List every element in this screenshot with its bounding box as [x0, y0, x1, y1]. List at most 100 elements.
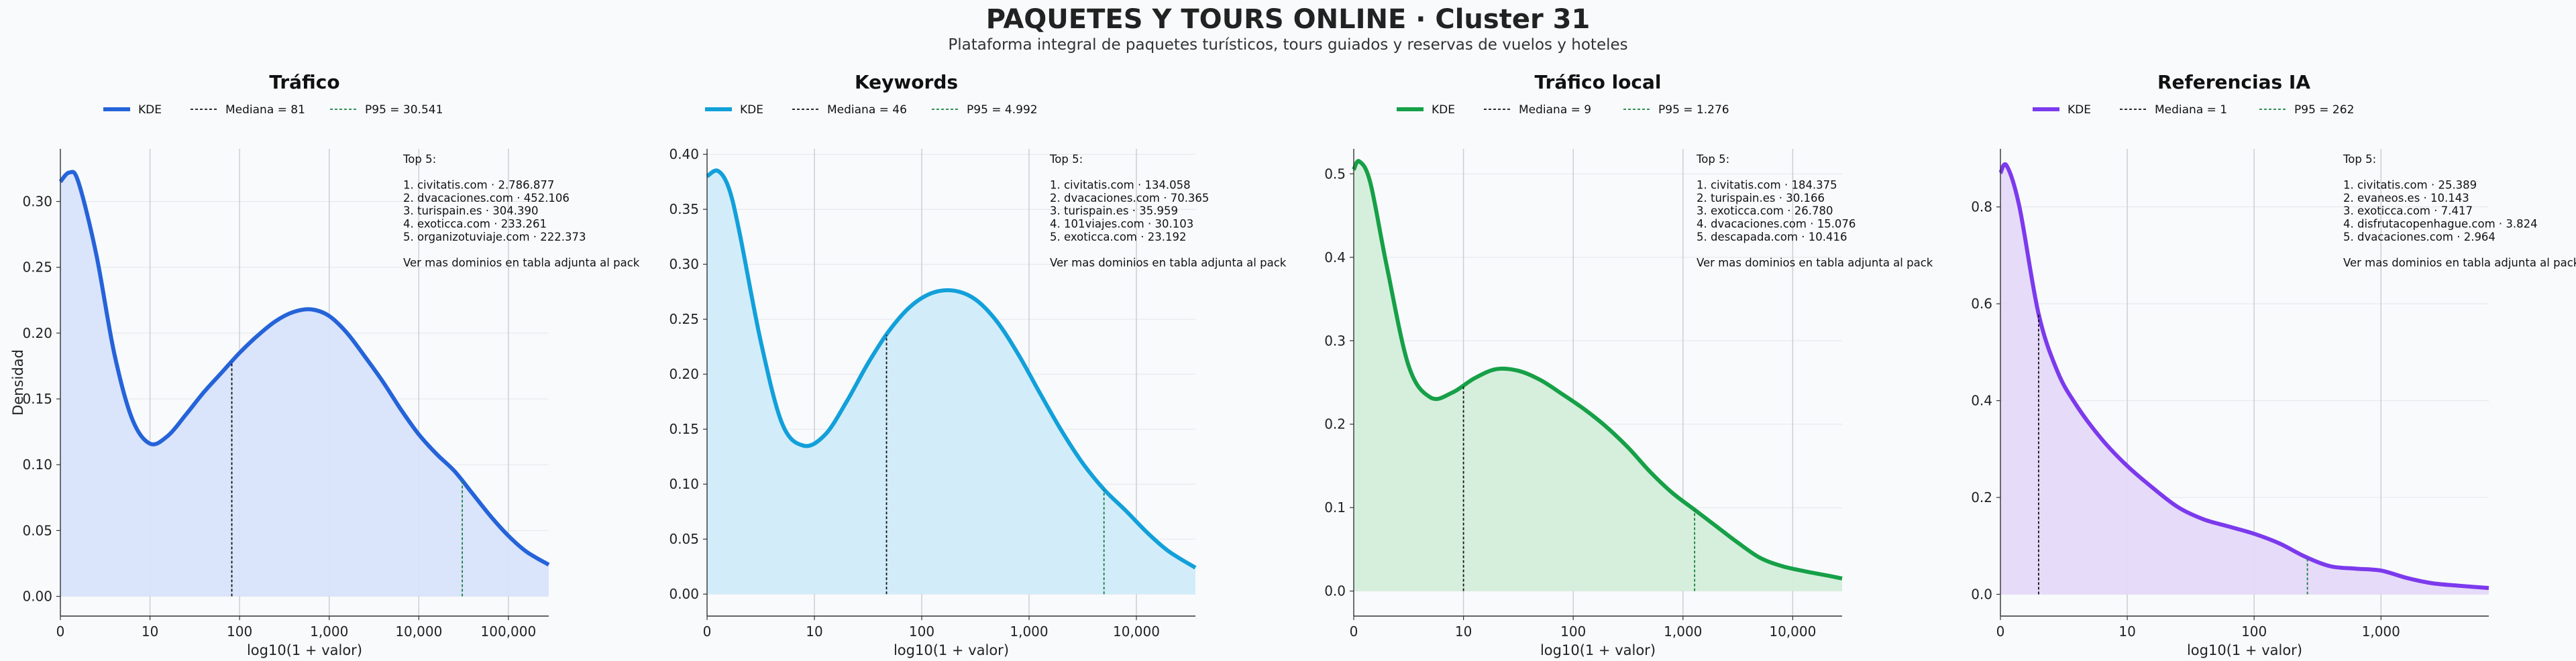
- y-tick-label: 0.00: [669, 586, 699, 602]
- panel-title: Keywords: [855, 71, 958, 93]
- legend-median-label: Mediana = 81: [225, 103, 305, 117]
- legend-p95-label: P95 = 1.276: [1658, 103, 1729, 117]
- annotation-line: 5. exoticca.com · 23.192: [1050, 231, 1186, 243]
- kde-line: [1998, 162, 2489, 591]
- y-tick-label: 0.30: [22, 194, 52, 210]
- legend-median-label: Mediana = 1: [2155, 103, 2227, 117]
- page-subtitle: Plataforma integral de paquetes turístic…: [948, 36, 1628, 54]
- y-tick-label: 0.4: [1324, 249, 1346, 265]
- annotation-line: Top 5:: [1696, 153, 1729, 166]
- x-axis-label: log10(1 + valor): [2187, 642, 2302, 658]
- x-tick-label: 100,000: [481, 623, 537, 640]
- x-tick-label: 10: [142, 623, 158, 640]
- y-tick-label: 0.15: [22, 391, 52, 407]
- annotation-line: 3. exoticca.com · 26.780: [1697, 204, 1833, 217]
- annotation-line: 2. evaneos.es · 10.143: [2343, 192, 2469, 204]
- kde-area: [1354, 161, 1842, 591]
- annotation-line: 3. turispain.es · 304.390: [403, 204, 538, 217]
- y-tick-label: 0.0: [1324, 583, 1346, 599]
- kde-line: [58, 170, 550, 567]
- legend-kde-label: KDE: [1432, 103, 1455, 117]
- annotation-line: 4. exoticca.com · 233.261: [403, 218, 547, 231]
- y-tick-label: 0.2: [1971, 489, 1992, 505]
- legend-kde-label: KDE: [138, 103, 162, 117]
- y-tick-label: 0.0: [1971, 586, 1992, 602]
- annotation-line: 1. civitatis.com · 2.786.877: [403, 179, 554, 192]
- annotation-line: 2. turispain.es · 30.166: [1697, 192, 1825, 204]
- x-tick-label: 100: [909, 623, 934, 640]
- y-tick-label: 0.2: [1324, 416, 1346, 432]
- annotation-line: 5. descapada.com · 10.416: [1697, 231, 1847, 243]
- y-tick-label: 0.20: [669, 366, 699, 382]
- kde-line: [706, 168, 1197, 570]
- y-tick-label: 0.8: [1971, 199, 1992, 215]
- y-tick-label: 0.10: [22, 457, 52, 473]
- y-tick-label: 0.4: [1971, 393, 1992, 409]
- y-tick-label: 0.40: [669, 146, 699, 162]
- x-tick-label: 0: [703, 623, 712, 640]
- kde-area: [707, 170, 1195, 595]
- y-tick-label: 0.35: [669, 201, 699, 217]
- legend-p95-label: P95 = 262: [2294, 103, 2354, 117]
- kde-area: [2000, 164, 2489, 595]
- annotation-line: Ver mas dominios en tabla adjunta al pac…: [2343, 256, 2576, 269]
- x-tick-label: 0: [56, 623, 65, 640]
- legend-p95-label: P95 = 4.992: [967, 103, 1038, 117]
- panel-title: Tráfico: [269, 71, 339, 93]
- chart-panel-4: Referencias IA KDE Mediana = 1 P95 = 262 0.0…: [1971, 71, 2576, 658]
- annotation-line: Top 5:: [2343, 153, 2376, 166]
- x-tick-label: 1,000: [1664, 623, 1702, 640]
- x-tick-label: 1,000: [1010, 623, 1048, 640]
- legend-p95-label: P95 = 30.541: [365, 103, 443, 117]
- y-tick-label: 0.05: [22, 522, 52, 538]
- y-tick-label: 0.5: [1324, 166, 1346, 182]
- x-tick-label: 10: [806, 623, 822, 640]
- y-tick-label: 0.15: [669, 421, 699, 437]
- x-tick-label: 10: [2118, 623, 2135, 640]
- annotation-line: 4. dvacaciones.com · 15.076: [1697, 218, 1856, 231]
- kde-area: [60, 172, 549, 597]
- y-tick-label: 0.30: [669, 256, 699, 272]
- annotation-line: 2. dvacaciones.com · 452.106: [403, 192, 570, 204]
- x-tick-label: 0: [1996, 623, 2005, 640]
- y-axis-label: Densidad: [10, 349, 26, 416]
- annotation-line: 1. civitatis.com · 134.058: [1050, 179, 1191, 192]
- x-tick-label: 10,000: [1769, 623, 1816, 640]
- y-tick-label: 0.25: [669, 311, 699, 327]
- annotation-line: 1. civitatis.com · 25.389: [2343, 179, 2477, 192]
- annotation-line: Top 5:: [402, 153, 436, 166]
- y-tick-label: 0.00: [22, 589, 52, 605]
- legend-median-label: Mediana = 9: [1519, 103, 1591, 117]
- annotation-line: 3. exoticca.com · 7.417: [2343, 204, 2473, 217]
- y-tick-label: 0.6: [1971, 296, 1992, 312]
- x-tick-label: 100: [1560, 623, 1586, 640]
- x-tick-label: 10: [1455, 623, 1472, 640]
- x-axis-label: log10(1 + valor): [247, 642, 362, 658]
- legend-kde-label: KDE: [740, 103, 763, 117]
- chart-panel-3: Tráfico local KDE Mediana = 9 P95 = 1.276 0.…: [1324, 71, 1933, 658]
- annotation-line: 1. civitatis.com · 184.375: [1697, 179, 1837, 192]
- legend-kde-label: KDE: [2068, 103, 2091, 117]
- legend-median-label: Mediana = 46: [827, 103, 907, 117]
- y-tick-label: 0.05: [669, 531, 699, 547]
- x-tick-label: 100: [227, 623, 252, 640]
- x-tick-label: 10,000: [1113, 623, 1160, 640]
- annotation-line: 4. disfrutacopenhague.com · 3.824: [2343, 218, 2538, 231]
- annotation-line: Ver mas dominios en tabla adjunta al pac…: [1050, 256, 1287, 269]
- annotation-line: 4. 101viajes.com · 30.103: [1050, 218, 1193, 231]
- x-tick-label: 10,000: [395, 623, 442, 640]
- y-tick-label: 0.10: [669, 476, 699, 492]
- x-tick-label: 1,000: [2362, 623, 2400, 640]
- annotation-line: 5. dvacaciones.com · 2.964: [2343, 231, 2496, 243]
- annotation-line: Top 5:: [1049, 153, 1083, 166]
- x-tick-label: 100: [2241, 623, 2267, 640]
- annotation-line: Ver mas dominios en tabla adjunta al pac…: [403, 256, 640, 269]
- x-tick-label: 0: [1350, 623, 1358, 640]
- panel-title: Tráfico local: [1535, 71, 1662, 93]
- y-tick-label: 0.1: [1324, 499, 1346, 516]
- panel-title: Referencias IA: [2157, 71, 2310, 93]
- x-axis-label: log10(1 + valor): [1540, 642, 1656, 658]
- annotation-line: 5. organizotuviaje.com · 222.373: [403, 231, 586, 243]
- x-tick-label: 1,000: [310, 623, 348, 640]
